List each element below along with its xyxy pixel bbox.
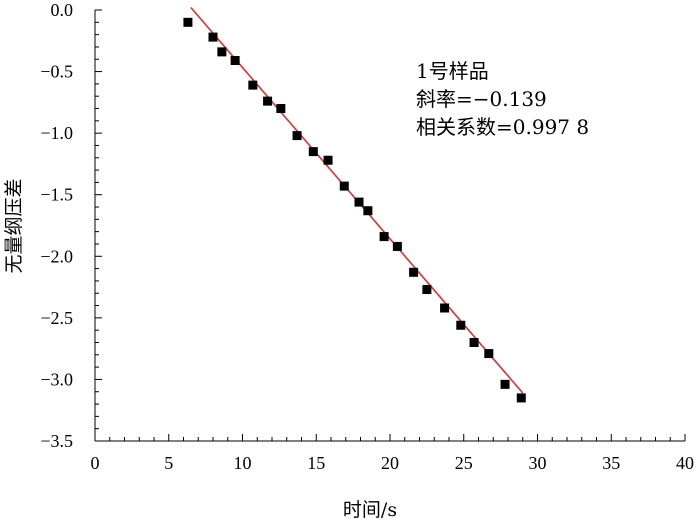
y-axis-title: 无量纲压差 xyxy=(3,178,25,273)
y-tick-label: −3.0 xyxy=(40,369,73,389)
y-tick-label: −1.0 xyxy=(40,123,73,143)
data-point xyxy=(422,285,432,295)
data-point xyxy=(392,241,402,251)
y-tick-label: 0.0 xyxy=(51,0,74,20)
data-point xyxy=(484,349,494,359)
ticks: 0 5 10 15 20 25 30 35 40 0.0 −0.5 −1.0 −1.5 −2.0 −2.5 −… xyxy=(40,0,694,473)
data-point xyxy=(208,32,218,42)
data-point xyxy=(456,320,466,330)
data-point xyxy=(354,197,364,207)
data-point xyxy=(500,379,510,389)
data-point xyxy=(248,80,258,90)
x-tick-label: 10 xyxy=(234,453,252,473)
x-tick-label: 25 xyxy=(455,453,473,473)
data-point xyxy=(183,17,193,27)
y-tick-label: −0.5 xyxy=(40,62,73,82)
data-point xyxy=(469,337,479,347)
data-point xyxy=(230,55,240,65)
x-tick-label: 20 xyxy=(381,453,399,473)
x-tick-label: 35 xyxy=(602,453,620,473)
data-points xyxy=(183,17,526,403)
x-tick-label: 5 xyxy=(164,453,173,473)
y-tick-label: −2.0 xyxy=(40,246,73,266)
x-tick-label: 15 xyxy=(307,453,325,473)
annotation-slope: 斜率=−0.139 xyxy=(416,87,547,111)
x-tick-label: 40 xyxy=(676,453,694,473)
annotation-sample: 1号样品 xyxy=(416,59,489,83)
x-axis-title: 时间/s xyxy=(343,499,397,521)
data-point xyxy=(339,181,349,191)
data-point xyxy=(323,155,333,165)
data-point xyxy=(440,303,450,313)
y-tick-label: −1.5 xyxy=(40,185,73,205)
y-tick-label: −2.5 xyxy=(40,308,73,328)
axes xyxy=(94,10,685,442)
annotation-correlation: 相关系数=0.997 8 xyxy=(416,115,589,139)
data-point xyxy=(276,104,286,114)
data-point xyxy=(217,47,227,57)
data-point xyxy=(516,393,526,403)
y-tick-label: −3.5 xyxy=(40,431,73,451)
data-point xyxy=(292,131,302,141)
x-tick-label: 30 xyxy=(529,453,547,473)
data-point xyxy=(308,147,318,157)
data-point xyxy=(263,96,273,106)
data-point xyxy=(363,206,373,216)
x-tick-label: 0 xyxy=(91,453,100,473)
data-point xyxy=(409,267,419,277)
data-point xyxy=(379,232,389,242)
